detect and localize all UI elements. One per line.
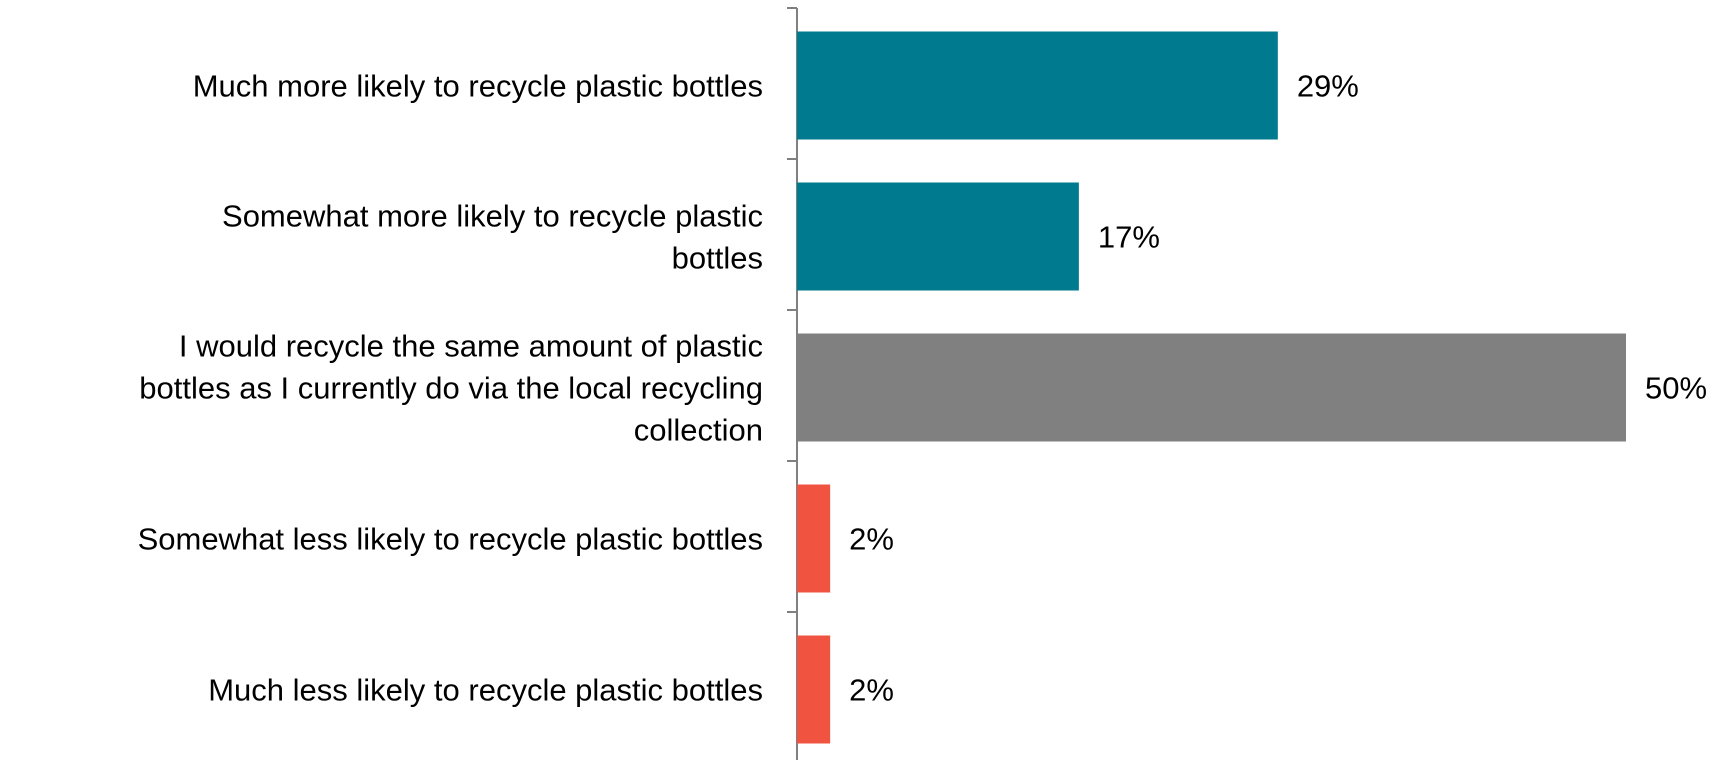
category-label-line: Somewhat more likely to recycle plastic: [222, 198, 763, 233]
category-label-line: I would recycle the same amount of plast…: [179, 328, 763, 363]
category-label: I would recycle the same amount of plast…: [139, 328, 763, 447]
category-label: Somewhat less likely to recycle plastic …: [138, 521, 763, 556]
category-label-line: bottles as I currently do via the local …: [139, 370, 763, 405]
data-label: 17%: [1098, 219, 1160, 254]
category-label-line: bottles: [672, 240, 763, 275]
category-label: Somewhat more likely to recycle plastic b…: [222, 198, 763, 275]
category-label-line: Much less likely to recycle plastic bott…: [208, 672, 763, 707]
data-label: 2%: [849, 672, 894, 707]
bar: [797, 31, 1278, 140]
data-label: 50%: [1645, 370, 1707, 405]
category-label: Much less likely to recycle plastic bott…: [208, 672, 763, 707]
bar: [797, 635, 831, 744]
bar: [797, 484, 831, 593]
bar: [797, 182, 1079, 291]
category-label-line: Much more likely to recycle plastic bott…: [193, 68, 763, 103]
category-label-line: collection: [634, 412, 763, 447]
data-label: 2%: [849, 521, 894, 556]
data-label: 29%: [1297, 68, 1359, 103]
category-label-line: Somewhat less likely to recycle plastic …: [138, 521, 763, 556]
bar: [797, 333, 1626, 442]
category-label: Much more likely to recycle plastic bott…: [193, 68, 763, 103]
